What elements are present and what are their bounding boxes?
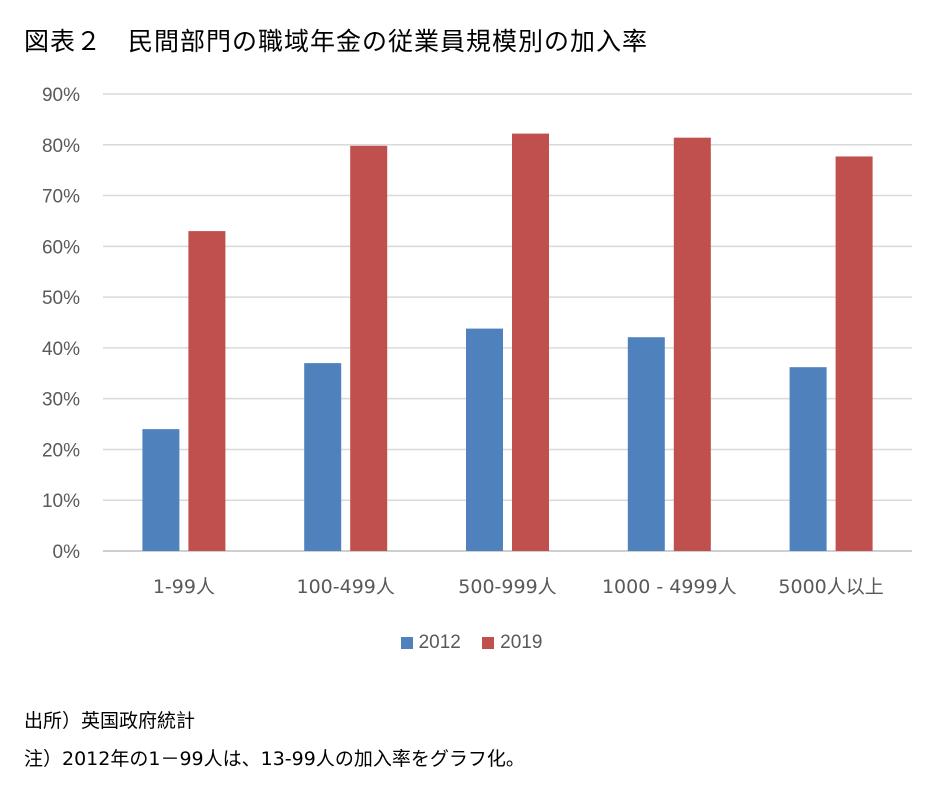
x-category-label: 100-499人 [297, 576, 395, 598]
bar-2019-4 [835, 156, 873, 551]
y-tick-label: 40% [42, 339, 80, 360]
y-tick-label: 30% [42, 390, 80, 411]
y-tick-label: 70% [42, 187, 80, 208]
legend-label-2019: 2019 [500, 632, 543, 653]
chart-title: 図表２ 民間部門の職域年金の従業員規模別の加入率 [24, 27, 649, 56]
legend-swatch-2012 [400, 636, 413, 649]
x-category-label: 1-99人 [153, 576, 215, 598]
legend-swatch-2019 [482, 636, 495, 649]
y-tick-label: 50% [42, 288, 80, 309]
source-note: 出所）英国政府統計 [24, 710, 196, 732]
bar-2012-0 [142, 429, 180, 551]
x-category-label: 500-999人 [458, 576, 556, 598]
bar-2012-1 [304, 363, 342, 551]
legend-label-2012: 2012 [418, 632, 461, 653]
footnote: 注）2012年の1－99人は、13-99人の加入率をグラフ化。 [24, 748, 525, 770]
bar-2019-3 [673, 137, 711, 551]
legend-item-2012: 2012 [400, 632, 461, 654]
bar-2019-0 [188, 231, 226, 551]
y-tick-label: 0% [53, 542, 81, 563]
bar-2019-2 [512, 133, 549, 551]
legend-item-2019: 2019 [482, 632, 542, 654]
bars [142, 133, 873, 551]
bar-chart: 0% 10% 20% 30% 40% 50% 60% 70% 80% 90% 1-99人 100-4… [42, 85, 912, 598]
y-tick-label: 90% [42, 85, 80, 106]
bar-2019-1 [350, 145, 388, 551]
x-category-label: 5000人以上 [778, 576, 883, 598]
x-category-label: 1000 - 4999人 [602, 576, 737, 598]
y-tick-label: 10% [42, 491, 80, 512]
y-tick-label: 60% [42, 237, 80, 258]
bar-2012-2 [466, 328, 503, 551]
gridlines [103, 93, 912, 552]
y-tick-label: 20% [42, 440, 80, 461]
y-axis-ticks: 0% 10% 20% 30% 40% 50% 60% 70% 80% 90% [42, 85, 80, 563]
legend: 2012 2019 [0, 632, 943, 654]
x-axis-labels: 1-99人 100-499人 500-999人 1000 - 4999人 5000人以上 [153, 576, 884, 598]
bar-2012-4 [789, 367, 827, 551]
bar-2012-3 [627, 337, 665, 551]
y-tick-label: 80% [42, 136, 80, 157]
